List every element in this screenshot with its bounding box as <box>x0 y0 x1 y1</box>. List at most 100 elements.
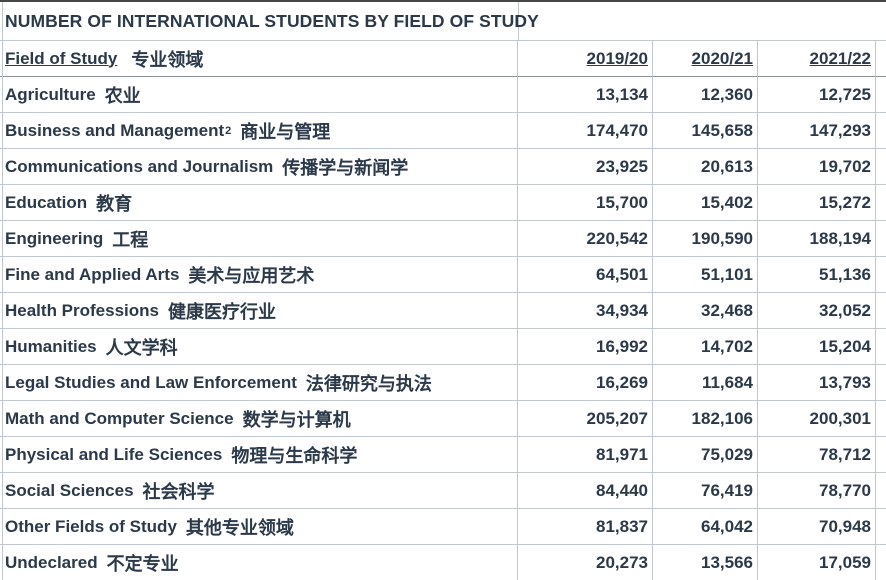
year-value-cell: 145,658 <box>653 113 758 149</box>
field-cell: Communications and Journalism 传播学与新闻学 <box>0 149 518 185</box>
year-value-cell: 17,059 <box>758 545 876 580</box>
field-cell: Physical and Life Sciences 物理与生命科学 <box>0 437 518 473</box>
spacer-cell <box>876 509 886 545</box>
field-cell: Health Professions 健康医疗行业 <box>0 293 518 329</box>
spacer-cell <box>876 365 886 401</box>
table-header-row: Field of Study 专业领域 2019/20 2020/21 2021… <box>0 41 886 77</box>
field-name-zh: 工程 <box>112 229 149 250</box>
year-value-cell: 20,613 <box>653 149 758 185</box>
field-cell: Engineering 工程 <box>0 221 518 257</box>
field-name-zh: 教育 <box>96 193 133 214</box>
field-cell: Other Fields of Study 其他专业领域 <box>0 509 518 545</box>
spacer-cell <box>876 77 886 113</box>
table-row: Humanities 人文学科 16,992 14,702 15,204 <box>0 329 886 365</box>
field-name-zh: 社会科学 <box>142 481 215 502</box>
year-label: 2019/20 <box>586 48 648 68</box>
table-row: Engineering 工程 220,542 190,590 188,194 <box>0 221 886 257</box>
field-name-zh: 不定专业 <box>106 553 179 574</box>
year-value-cell: 15,204 <box>758 329 876 365</box>
year-value-cell: 19,702 <box>758 149 876 185</box>
field-name-en: Social Sciences <box>5 480 134 500</box>
field-cell: Humanities 人文学科 <box>0 329 518 365</box>
table-row: Fine and Applied Arts 美术与应用艺术 64,501 51,101… <box>0 257 886 293</box>
year-value-cell: 81,837 <box>518 509 653 545</box>
column-header-2019-20: 2019/20 <box>518 41 653 77</box>
field-name-zh: 传播学与新闻学 <box>282 157 409 178</box>
column-header-2020-21: 2020/21 <box>653 41 758 77</box>
year-value-cell: 13,134 <box>518 77 653 113</box>
year-value-cell: 16,992 <box>518 329 653 365</box>
footnote-marker: 2 <box>225 124 232 137</box>
table-row: Physical and Life Sciences 物理与生命科学 81,971 7… <box>0 437 886 473</box>
field-cell: Agriculture 农业 <box>0 77 518 113</box>
field-cell: Undeclared 不定专业 <box>0 545 518 580</box>
field-cell: Fine and Applied Arts 美术与应用艺术 <box>0 257 518 293</box>
spacer-cell <box>876 473 886 509</box>
year-value-cell: 15,700 <box>518 185 653 221</box>
year-value-cell: 12,725 <box>758 77 876 113</box>
field-name-zh: 商业与管理 <box>240 121 331 142</box>
spacer-cell <box>876 293 886 329</box>
year-value-cell: 32,052 <box>758 293 876 329</box>
year-value-cell: 75,029 <box>653 437 758 473</box>
year-value-cell: 182,106 <box>653 401 758 437</box>
table-title: NUMBER OF INTERNATIONAL STUDENTS BY FIEL… <box>5 10 539 31</box>
year-value-cell: 51,101 <box>653 257 758 293</box>
field-cell: Education 教育 <box>0 185 518 221</box>
year-value-cell: 11,684 <box>653 365 758 401</box>
field-name-zh: 健康医疗行业 <box>168 301 276 322</box>
table-row: Math and Computer Science 数学与计算机 205,207 18… <box>0 401 886 437</box>
field-name-zh: 美术与应用艺术 <box>188 265 315 286</box>
field-name-en: Physical and Life Sciences <box>5 444 223 464</box>
field-name-en: Math and Computer Science <box>5 408 234 428</box>
table-row: Health Professions 健康医疗行业 34,934 32,468 32,0… <box>0 293 886 329</box>
table-row: Education 教育 15,700 15,402 15,272 <box>0 185 886 221</box>
year-value-cell: 23,925 <box>518 149 653 185</box>
table-row: Other Fields of Study 其他专业领域 81,837 64,042 7… <box>0 509 886 545</box>
column-header-field-zh: 专业领域 <box>131 49 204 70</box>
table-row: Undeclared 不定专业 20,273 13,566 17,059 <box>0 545 886 580</box>
spacer-cell <box>876 185 886 221</box>
field-name-zh: 人文学科 <box>105 337 178 358</box>
title-row: NUMBER OF INTERNATIONAL STUDENTS BY FIEL… <box>0 2 886 41</box>
year-value-cell: 15,272 <box>758 185 876 221</box>
year-label: 2020/21 <box>691 48 753 68</box>
year-value-cell: 12,360 <box>653 77 758 113</box>
year-value-cell: 13,793 <box>758 365 876 401</box>
field-name-en: Education <box>5 192 88 212</box>
spacer-cell <box>876 221 886 257</box>
field-name-zh: 其他专业领域 <box>185 517 294 538</box>
year-value-cell: 188,194 <box>758 221 876 257</box>
year-value-cell: 190,590 <box>653 221 758 257</box>
table-row: Legal Studies and Law Enforcement 法律研究与执法… <box>0 365 886 401</box>
field-name-en: Engineering <box>5 228 104 248</box>
year-value-cell: 64,501 <box>518 257 653 293</box>
field-cell: Business and Management 2 商业与管理 <box>0 113 518 149</box>
spacer-cell <box>876 149 886 185</box>
table-row: Social Sciences 社会科学 84,440 76,419 78,770 <box>0 473 886 509</box>
spacer-cell <box>876 41 886 77</box>
field-name-en: Undeclared <box>5 552 98 572</box>
spacer-cell <box>876 257 886 293</box>
year-value-cell: 78,770 <box>758 473 876 509</box>
year-value-cell: 147,293 <box>758 113 876 149</box>
field-name-en: Fine and Applied Arts <box>5 264 180 284</box>
field-name-en: Other Fields of Study <box>5 516 177 536</box>
table-row: Business and Management 2 商业与管理 174,470 145,… <box>0 113 886 149</box>
year-value-cell: 70,948 <box>758 509 876 545</box>
spacer-cell <box>876 401 886 437</box>
year-value-cell: 205,207 <box>518 401 653 437</box>
field-name-en: Legal Studies and Law Enforcement <box>5 372 297 392</box>
field-name-zh: 数学与计算机 <box>242 409 351 430</box>
field-cell: Math and Computer Science 数学与计算机 <box>0 401 518 437</box>
year-value-cell: 174,470 <box>518 113 653 149</box>
field-name-zh: 物理与生命科学 <box>231 445 358 466</box>
field-cell: Social Sciences 社会科学 <box>0 473 518 509</box>
year-value-cell: 20,273 <box>518 545 653 580</box>
spacer-cell <box>876 113 886 149</box>
field-cell: Legal Studies and Law Enforcement 法律研究与执法 <box>0 365 518 401</box>
column-header-field: Field of Study 专业领域 <box>0 41 518 77</box>
year-value-cell: 34,934 <box>518 293 653 329</box>
year-value-cell: 64,042 <box>653 509 758 545</box>
